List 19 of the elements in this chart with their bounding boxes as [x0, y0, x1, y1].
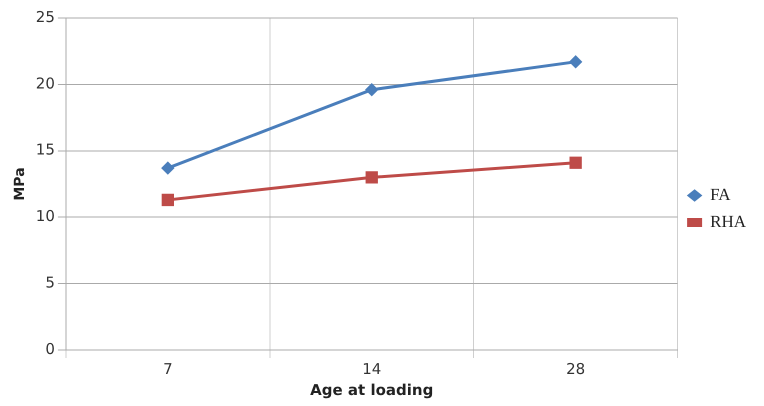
legend-label: FA [710, 184, 732, 204]
x-tick-label: 7 [163, 360, 173, 378]
point [162, 194, 174, 206]
y-axis-title: MPa [12, 167, 28, 201]
y-tick-label: 10 [36, 207, 55, 226]
x-tick-label: 14 [362, 360, 382, 378]
point [161, 162, 174, 175]
point [366, 171, 378, 184]
point [365, 83, 378, 96]
y-tick-label: 15 [36, 140, 55, 159]
y-tick-label: 5 [45, 273, 55, 292]
point [569, 55, 582, 68]
y-tick-label: 20 [36, 74, 55, 92]
y-tick-label: 25 [36, 8, 55, 26]
y-tick-label: 0 [45, 340, 55, 358]
x-axis-title: Age at loading [310, 380, 434, 399]
point [569, 156, 582, 169]
x-tick-label: 28 [566, 360, 586, 378]
legend-label: RHA [710, 212, 747, 231]
